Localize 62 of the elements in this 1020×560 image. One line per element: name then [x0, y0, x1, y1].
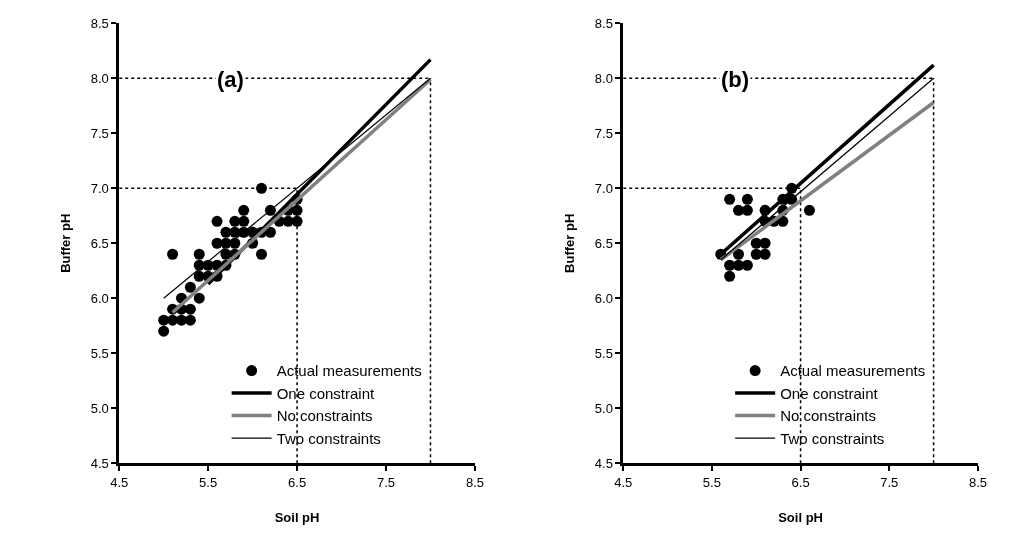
legend-label: Two constraints	[276, 429, 381, 447]
legend-label: No constraints	[276, 407, 373, 425]
y-tick-label: 6.0	[594, 290, 613, 306]
y-tick-label: 4.5	[90, 455, 109, 471]
point	[733, 248, 745, 260]
x-tick-label: 7.5	[880, 474, 899, 490]
point	[759, 237, 771, 249]
x-axis-title: Soil pH	[274, 510, 320, 526]
y-tick-label: 5.5	[594, 345, 613, 361]
legend-label: One constraint	[276, 384, 376, 402]
point	[291, 215, 303, 227]
y-tick-label: 7.0	[90, 180, 109, 196]
y-tick-label: 6.5	[90, 235, 109, 251]
point	[193, 292, 205, 304]
legend-label: No constraints	[780, 407, 877, 425]
legend-label: Two constraints	[780, 429, 885, 447]
x-tick-label: 7.5	[376, 474, 396, 490]
x-tick-label: 6.5	[288, 474, 307, 490]
y-tick-label: 4.5	[594, 455, 613, 471]
text: (b)	[721, 67, 750, 92]
y-tick-label: 7.0	[594, 180, 613, 196]
y-tick-label: 5.0	[594, 400, 613, 416]
point	[167, 248, 179, 260]
point	[256, 248, 267, 260]
point	[211, 215, 223, 227]
x-tick-label: 8.5	[465, 474, 484, 490]
y-tick-label: 8.5	[594, 15, 613, 31]
point	[193, 248, 205, 260]
point	[724, 270, 736, 282]
y-tick-label: 5.0	[90, 400, 109, 416]
x-tick-label: 4.5	[614, 474, 633, 490]
text: (a)	[217, 67, 244, 92]
y-tick-label: 6.0	[90, 290, 109, 306]
point	[741, 193, 753, 205]
y-tick-label: 7.5	[594, 125, 613, 141]
point	[158, 325, 170, 337]
x-tick-label: 5.5	[199, 474, 218, 490]
point	[291, 204, 303, 216]
y-tick-label: 6.5	[594, 235, 613, 251]
point	[759, 248, 771, 260]
point	[724, 193, 736, 205]
x-tick-label: 5.5	[702, 474, 721, 490]
x-tick-label: 4.5	[110, 474, 129, 490]
point	[238, 204, 250, 216]
y-tick-label: 7.5	[90, 125, 109, 141]
legend-label: Actual measurements	[780, 362, 926, 380]
x-tick-label: 8.5	[968, 474, 987, 490]
x-axis-title: Soil pH	[778, 510, 823, 526]
legend-label: Actual measurements	[276, 362, 422, 380]
y-axis-title: Buffer pH	[561, 213, 577, 273]
legend-label: One constraint	[780, 384, 879, 402]
point	[184, 281, 196, 293]
point	[777, 215, 789, 227]
point	[256, 182, 267, 194]
y-tick-label: 8.0	[90, 70, 109, 86]
y-tick-label: 8.5	[90, 15, 109, 31]
y-tick-label: 5.5	[90, 345, 109, 361]
x-tick-label: 6.5	[791, 474, 810, 490]
y-tick-label: 8.0	[594, 70, 613, 86]
y-axis-title: Buffer pH	[57, 213, 73, 273]
point	[803, 204, 815, 216]
point	[238, 215, 250, 227]
